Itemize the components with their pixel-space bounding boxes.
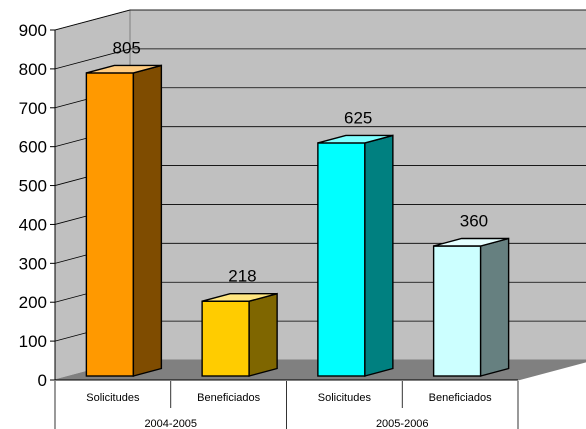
bar-2 <box>201 292 278 377</box>
y-tick-label: 100 <box>19 332 47 351</box>
x-axis: Solicitudes Beneficiados Solicitudes Benefi… <box>54 381 519 429</box>
bar-side <box>479 237 510 377</box>
x-tick-label: Beneficiados <box>429 392 492 404</box>
gridline <box>54 9 586 31</box>
bar-front <box>201 300 250 377</box>
y-tick-label: 200 <box>19 293 47 312</box>
y-tick-label: 600 <box>19 138 47 157</box>
bar-side <box>132 64 163 377</box>
bar-1 <box>85 64 163 377</box>
data-labels: 805 218 625 360 <box>112 38 488 285</box>
y-tick-label: 300 <box>19 254 47 273</box>
x-tick-label: Solicitudes <box>86 392 140 404</box>
bars <box>85 64 510 377</box>
y-tick-label: 900 <box>19 21 47 40</box>
y-tick-label: 400 <box>19 215 47 234</box>
bar-top <box>317 134 394 144</box>
bar-side <box>364 134 394 377</box>
bar-3 <box>317 134 394 377</box>
y-tick-label: 500 <box>19 177 47 196</box>
data-label: 218 <box>228 267 256 286</box>
data-label: 360 <box>460 212 488 231</box>
x-group-label: 2005-2006 <box>376 418 429 429</box>
bar-side <box>248 292 278 377</box>
x-tick-label: Solicitudes <box>318 392 372 404</box>
y-tick-label: 0 <box>38 371 47 390</box>
bar-front <box>317 142 366 377</box>
x-tick-label: Beneficiados <box>197 392 260 404</box>
bar-front <box>85 72 135 377</box>
bar-top <box>201 293 278 302</box>
bar-top <box>433 237 509 247</box>
bar-front <box>432 245 482 377</box>
bar-4 <box>432 237 510 377</box>
data-label: 625 <box>344 108 372 127</box>
y-tick-label: 700 <box>19 99 47 118</box>
gridline <box>54 48 586 70</box>
data-label: 805 <box>112 38 140 57</box>
x-group-label: 2004-2005 <box>144 418 197 429</box>
y-tick-label: 800 <box>19 60 47 79</box>
y-axis: 0 100 200 300 400 500 600 700 800 900 <box>19 21 518 390</box>
bar-top <box>86 64 162 74</box>
